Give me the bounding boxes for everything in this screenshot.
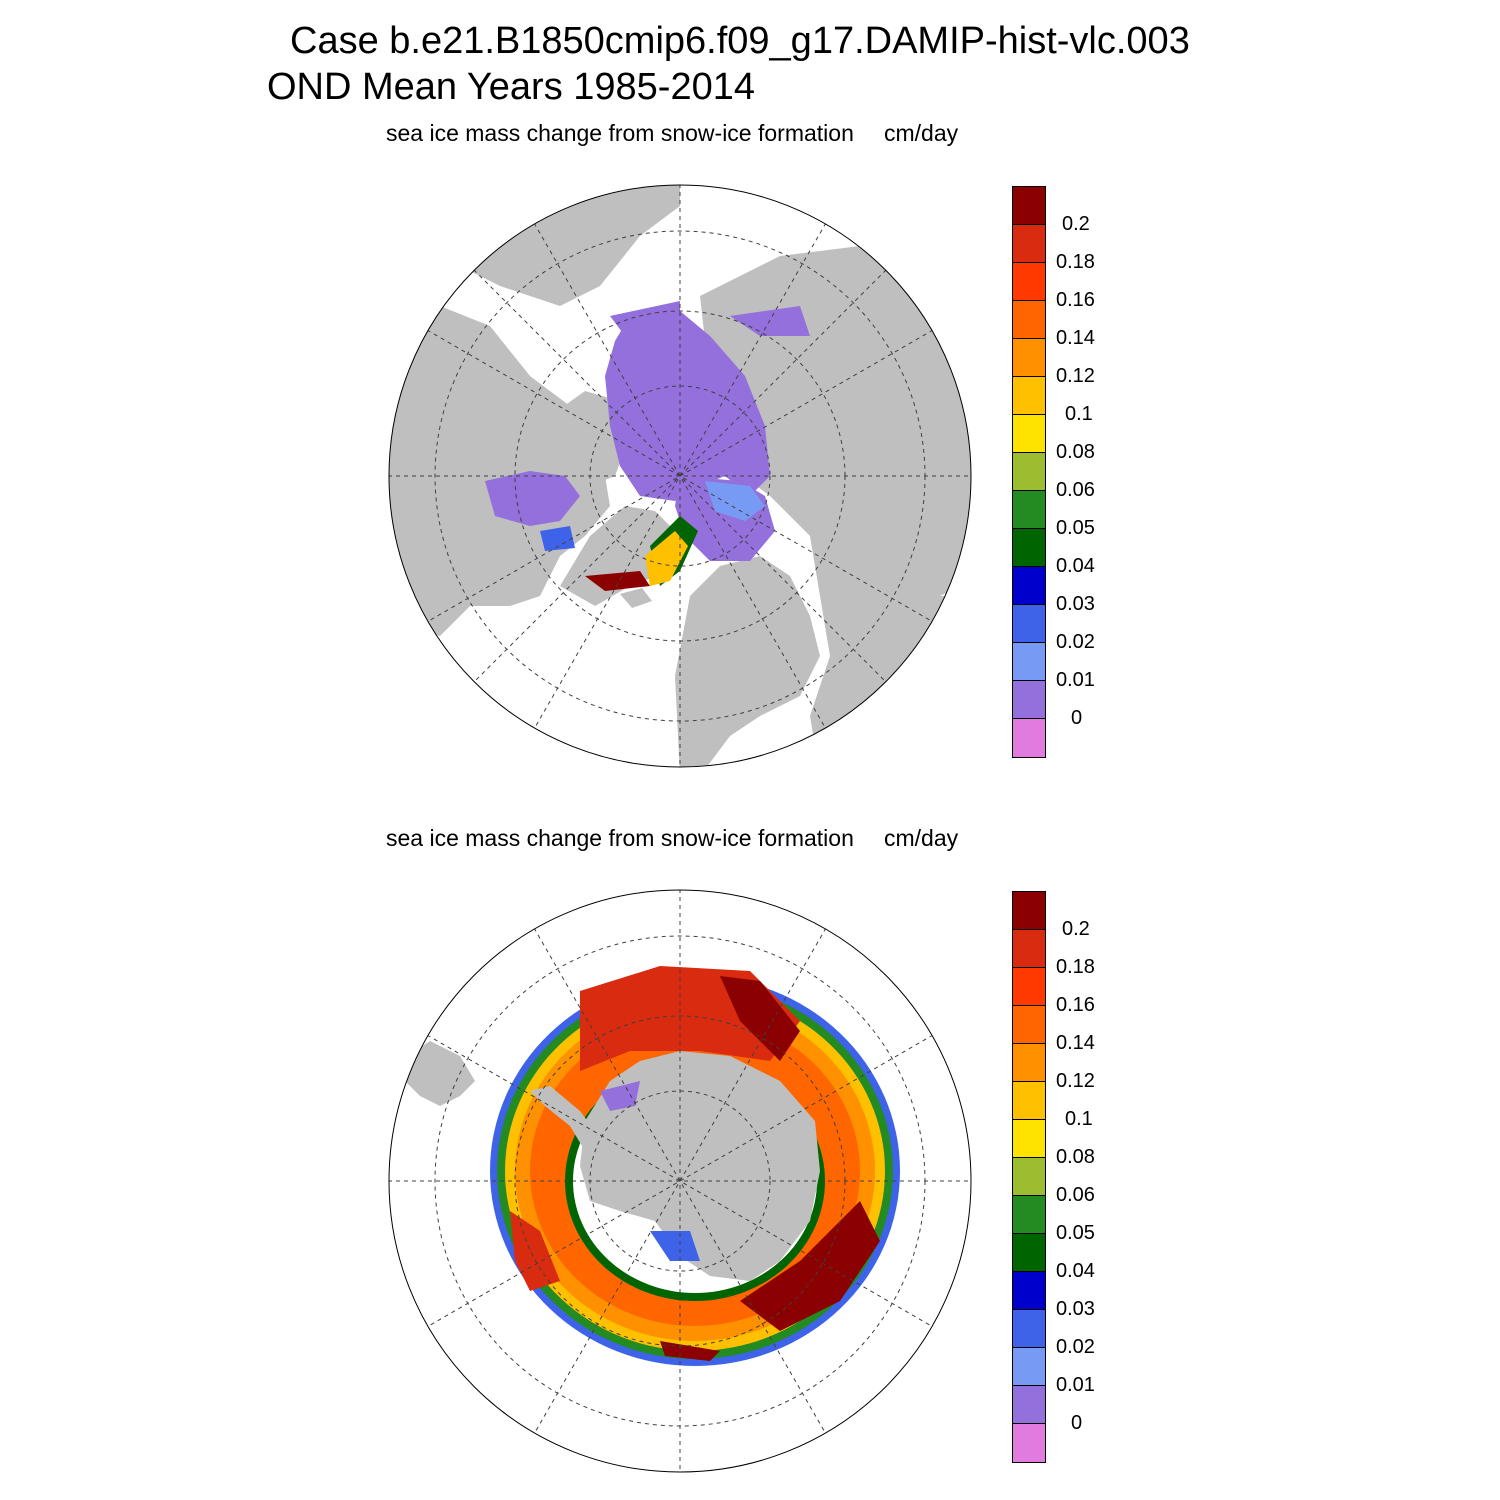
colorbar-swatch	[1013, 1424, 1045, 1462]
panel1-units-label: cm/day	[884, 120, 959, 146]
cb2-label: 0.04	[1056, 1260, 1095, 1282]
colorbar-swatch	[1013, 301, 1045, 339]
colorbar-swatch	[1013, 529, 1045, 567]
colorbar-swatch	[1013, 377, 1045, 415]
arctic-ocean-ice-field	[605, 311, 770, 501]
cb2-label: 0.08	[1056, 1146, 1095, 1168]
cb2-label: 0.2	[1062, 918, 1090, 940]
colorbar-swatch	[1013, 968, 1045, 1006]
cb2-label: 0.03	[1056, 1298, 1095, 1320]
colorbar-swatch	[1013, 1082, 1045, 1120]
cb1-label: 0.14	[1056, 327, 1095, 349]
cb1-label: 0.12	[1056, 365, 1095, 387]
panel1-variable-label: sea ice mass change from snow-ice format…	[386, 120, 854, 146]
canada-landmass	[389, 296, 610, 636]
scandinavia-landmass	[675, 556, 820, 767]
cb2-label: 0.18	[1056, 956, 1095, 978]
colorbar-swatch	[1013, 1158, 1045, 1196]
colorbar-swatch	[1013, 415, 1045, 453]
colorbar-swatch	[1013, 263, 1045, 301]
colorbar-swatch	[1013, 1044, 1045, 1082]
cb1-label: 0.03	[1056, 593, 1095, 615]
colorbar-swatch	[1013, 453, 1045, 491]
hudson-bay-ice-field	[485, 471, 580, 526]
colorbar-swatch	[1013, 930, 1045, 968]
colorbar-swatch	[1013, 892, 1045, 930]
colorbar-swatch	[1013, 1006, 1045, 1044]
antarctic-polar-map	[388, 889, 972, 1473]
cb2-label: 0.14	[1056, 1032, 1095, 1054]
colorbar-swatch	[1013, 225, 1045, 263]
colorbar-swatch	[1013, 1234, 1045, 1272]
denmark-strait-max	[585, 571, 650, 591]
baffin-blue-band	[540, 526, 575, 551]
cb1-label: 0.04	[1056, 555, 1095, 577]
colorbar-swatch	[1013, 719, 1045, 757]
colorbar-swatch	[1013, 1120, 1045, 1158]
weddell-darkred-core	[720, 976, 800, 1061]
cb1-label: 0.02	[1056, 631, 1095, 653]
cb1-label: 0.2	[1062, 213, 1090, 235]
colorbar-swatch	[1013, 339, 1045, 377]
antarctic-peninsula	[530, 1086, 595, 1151]
cb2-label: 0.02	[1056, 1336, 1095, 1358]
colorbar-swatch	[1013, 1386, 1045, 1424]
greenland-landmass	[560, 506, 680, 606]
cb1-label: 0	[1071, 707, 1083, 729]
panel2-units-label: cm/day	[884, 825, 959, 851]
figure-title: Case b.e21.B1850cmip6.f09_g17.DAMIP-hist…	[290, 20, 1190, 62]
barents-low-field	[705, 481, 765, 521]
cb2-label: 0.01	[1056, 1374, 1095, 1396]
colorbar-south	[1012, 891, 1046, 1463]
ross-darkred-core	[740, 1201, 880, 1331]
cb1-label: 0.01	[1056, 669, 1095, 691]
colorbar-swatch	[1013, 187, 1045, 225]
figure-subtitle: OND Mean Years 1985-2014	[267, 66, 755, 108]
arctic-polar-map	[388, 184, 972, 768]
cb1-label: 0.06	[1056, 479, 1095, 501]
weddell-low-field	[600, 1081, 640, 1111]
colorbar-swatch	[1013, 1272, 1045, 1310]
cb1-label: 0.16	[1056, 289, 1095, 311]
cb2-label: 0	[1071, 1412, 1083, 1434]
colorbar-swatch	[1013, 491, 1045, 529]
greenland-sea-yellow	[645, 531, 688, 586]
cb1-label: 0.1	[1065, 403, 1093, 425]
colorbar-swatch	[1013, 1348, 1045, 1386]
ross-ice-shelf-low	[650, 1231, 700, 1261]
cb2-label: 0.12	[1056, 1070, 1095, 1092]
cb2-label: 0.1	[1065, 1108, 1093, 1130]
colorbar-swatch	[1013, 1196, 1045, 1234]
colorbar-swatch	[1013, 643, 1045, 681]
colorbar-swatch	[1013, 1310, 1045, 1348]
colorbar-swatch	[1013, 567, 1045, 605]
iceland-island	[620, 588, 652, 608]
cb1-label: 0.08	[1056, 441, 1095, 463]
colorbar-swatch	[1013, 681, 1045, 719]
cb2-label: 0.06	[1056, 1184, 1095, 1206]
antarctica-landmass	[580, 1051, 820, 1281]
beaufort-ice-field	[610, 301, 680, 346]
novaya-zemlya	[810, 456, 850, 506]
south-america-landmass	[400, 1041, 475, 1106]
panel2-variable-label: sea ice mass change from snow-ice format…	[386, 825, 854, 851]
cb2-label: 0.16	[1056, 994, 1095, 1016]
colorbar-north	[1012, 186, 1046, 758]
cb2-label: 0.05	[1056, 1222, 1095, 1244]
cb1-label: 0.18	[1056, 251, 1095, 273]
colorbar-swatch	[1013, 605, 1045, 643]
cb1-label: 0.05	[1056, 517, 1095, 539]
